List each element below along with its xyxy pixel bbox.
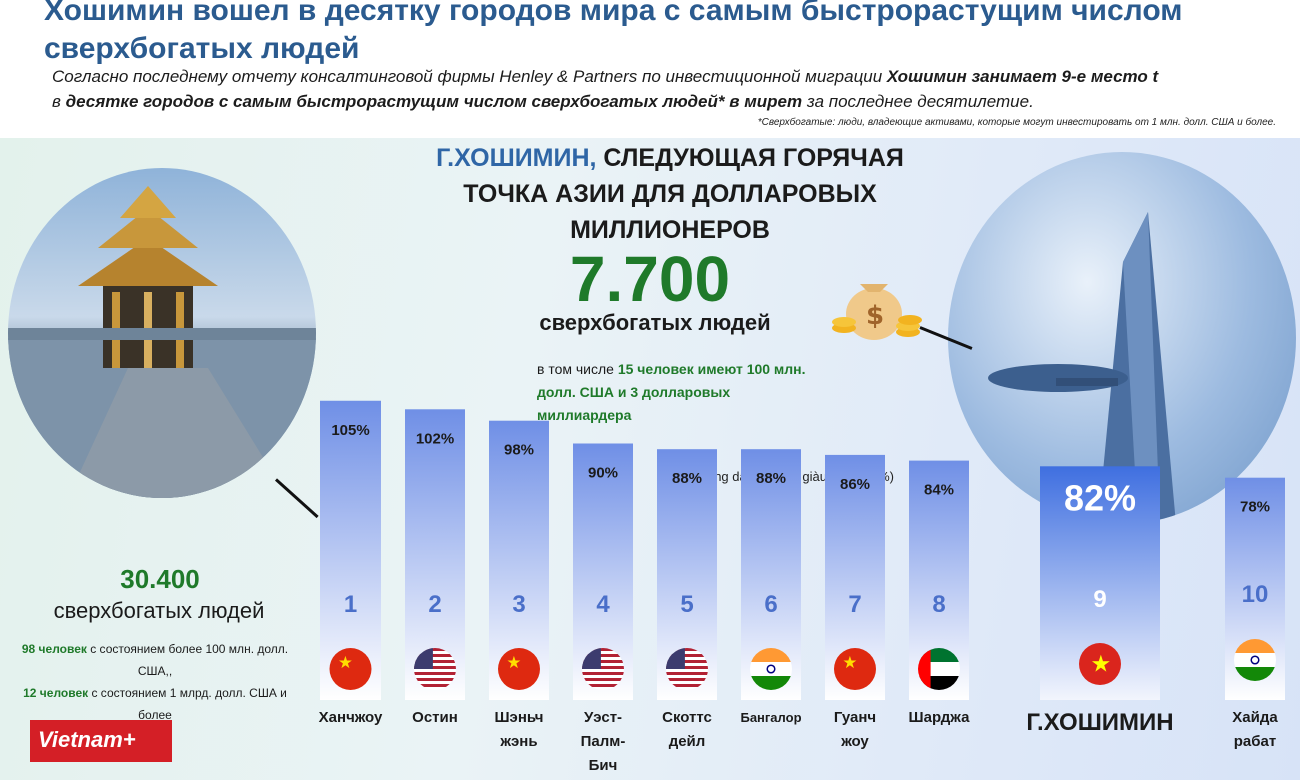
flag-china-icon: ★ [498, 648, 540, 690]
rank-label-8: 8 [932, 591, 945, 618]
intro-bold1: Хошимин занимает 9-е место t [886, 67, 1159, 86]
value-label-1: 105% [331, 422, 369, 439]
value-label-8: 84% [924, 482, 954, 499]
hcm-number: 7.700 [569, 243, 731, 315]
value-label-5: 88% [672, 470, 702, 487]
svg-text:★: ★ [842, 652, 857, 672]
value-label-3: 98% [504, 442, 534, 459]
flag-usa-icon [582, 648, 624, 690]
value-label-10: 78% [1240, 499, 1270, 516]
value-label-6: 88% [756, 470, 786, 487]
value-label-9: 82% [1064, 477, 1136, 518]
hangzhou-detail: 98 человек с состоянием более 100 млн. д… [10, 638, 300, 726]
category-label-3: Шэньч жэнь [494, 709, 543, 750]
flag-usa-icon [414, 648, 456, 690]
rank-label-10: 10 [1242, 581, 1269, 608]
money-bag-icon: $ [830, 262, 922, 344]
rank-label-2: 2 [428, 591, 441, 618]
vietnamplus-logo: Vietnam+ [30, 720, 172, 762]
headline: Хошимин вошел в десятку городов мира с с… [44, 0, 1183, 65]
rank-label-6: 6 [764, 591, 777, 618]
header-band: Хошимин вошел в десятку городов мира с с… [0, 0, 1300, 138]
category-label-8: Шарджа [909, 709, 971, 726]
value-label-2: 102% [416, 430, 454, 447]
category-label-2: Остин [412, 709, 458, 726]
hangzhou-detail-text1: с состоянием более 100 млн. долл. США,, [86, 642, 289, 678]
intro-part1: Согласно последнему отчету консалтингово… [52, 67, 887, 86]
rank-label-1: 1 [344, 591, 357, 618]
rank-label-5: 5 [680, 591, 693, 618]
flag-india-icon [1234, 639, 1276, 681]
category-label-9: Г.ХОШИМИН [1026, 709, 1173, 736]
intro-part3: за последнее десятилетие. [806, 92, 1034, 111]
flag-usa-icon [666, 648, 708, 690]
category-label-10: Хайда рабат [1232, 709, 1278, 750]
category-label-1: Ханчжоу [319, 709, 383, 726]
subhead: Г.ХОШИМИН, СЛЕДУЮЩАЯ ГОРЯЧАЯ ТОЧКА АЗИИ … [420, 140, 920, 248]
svg-text:★: ★ [506, 652, 521, 672]
flag-uae-icon [918, 648, 960, 690]
rank-label-7: 7 [848, 591, 861, 618]
value-label-7: 86% [840, 476, 870, 493]
category-label-7: Гуанч жоу [834, 709, 876, 750]
flag-vietnam-icon: ★ [1079, 643, 1121, 685]
svg-text:★: ★ [338, 652, 353, 672]
hcm-detail-text: 15 человек имеют 100 млн. долл. США и 3 … [537, 361, 806, 423]
footnote: *Сверхбогатые: люди, владеющие активами,… [757, 117, 1276, 128]
hcm-tower-photo [948, 152, 1296, 524]
category-label-5: Скоттс дейл [662, 709, 712, 750]
hangzhou-label: сверхбогатых людей [53, 598, 265, 623]
hangzhou-detail-text2: с состоянием 1 млрд. долл. США и более [88, 686, 287, 722]
subhead-rest: СЛЕДУЮЩАЯ ГОРЯЧАЯ ТОЧКА АЗИИ ДЛЯ ДОЛЛАРО… [463, 144, 904, 244]
flag-india-icon [750, 648, 792, 690]
intro-bold2: десятке городов с самым быстрорастущим ч… [65, 92, 803, 111]
category-label-6: Бангалор [740, 710, 801, 725]
hangzhou-detail-green1: 98 человек [21, 642, 87, 656]
rank-label-9: 9 [1093, 586, 1106, 613]
flag-china-icon: ★ [834, 648, 876, 690]
svg-text:$: $ [866, 301, 884, 331]
intro-text: Согласно последнему отчету консалтингово… [52, 64, 1282, 114]
hcm-detail-prefix: в том числе [537, 361, 618, 377]
intro-part2: в [52, 92, 66, 111]
rank-label-4: 4 [596, 591, 610, 618]
flag-china-icon: ★ [329, 648, 372, 690]
subhead-highlight: Г.ХОШИМИН, [436, 144, 597, 172]
hangzhou-number: 30.400 [120, 564, 200, 594]
rank-label-3: 3 [512, 591, 525, 618]
hcm-detail: в том числе 15 человек имеют 100 млн. до… [537, 358, 807, 427]
hangzhou-detail-green2: 12 человек [23, 686, 89, 700]
hcm-label: сверхбогатых людей [539, 310, 771, 335]
category-label-4: Уэст-Палм-Бич [581, 709, 626, 774]
svg-text:★: ★ [1091, 651, 1112, 677]
value-label-4: 90% [588, 465, 618, 482]
